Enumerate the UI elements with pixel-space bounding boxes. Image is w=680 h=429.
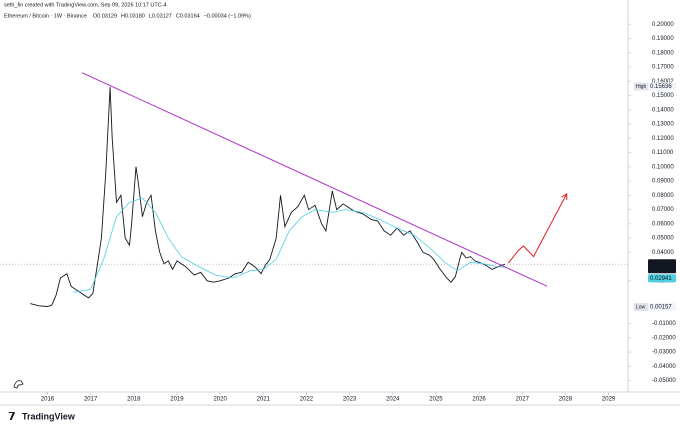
x-tick-label: 2019 (170, 397, 184, 403)
low-tag-box (634, 303, 648, 312)
trendline (81, 72, 548, 287)
ma-value: 0.02941 (650, 276, 672, 282)
ma-box (648, 274, 676, 283)
y-tick-label: 0.11000 (652, 150, 674, 156)
symbol: Ethereum / Bitcoin · 1W · Binance (4, 13, 87, 19)
y-tick-label: 0.20000 (652, 22, 674, 28)
ohlc-value: L0.03127 (149, 13, 172, 19)
y-tick-label: 0.05000 (652, 236, 674, 242)
projection-arrow (508, 193, 568, 264)
y-tick-label: 0.13000 (652, 122, 674, 128)
high-tag: High (636, 84, 647, 90)
y-tick-label: 0.06000 (652, 221, 674, 227)
low-value: 0.00157 (650, 305, 672, 311)
y-tick-label: 0.17000 (652, 65, 674, 71)
high-value: 0.15636 (650, 84, 672, 90)
x-tick-label: 2020 (213, 397, 227, 403)
y-tick-label: 0.04000 (652, 250, 674, 256)
x-tick-label: 2024 (386, 397, 400, 403)
y-tick-label: 0.08000 (652, 193, 674, 199)
ohlc-value: C0.03164 (176, 13, 200, 19)
y-tick-label: 0.10000 (652, 164, 674, 170)
countdown: 4d 10h (650, 267, 666, 273)
x-tick-label: 2016 (41, 397, 55, 403)
ohlc-value: −0.00034 (−1.09%) (204, 13, 251, 19)
y-tick-label: 0.15000 (652, 93, 674, 99)
x-tick-label: 2028 (559, 397, 573, 403)
low-value-box (648, 303, 676, 312)
high-tag-box (634, 82, 648, 91)
ohlc-value: O0.03129 (93, 13, 117, 19)
y-tick-label: -0.05000 (652, 378, 676, 384)
x-tick-label: 2023 (343, 397, 357, 403)
y-tick-label: -0.01000 (652, 321, 676, 327)
ohlc-value: H0.03180 (121, 13, 145, 19)
footer-brand: TradingView (22, 411, 76, 421)
x-tick-label: 2022 (300, 397, 314, 403)
credit: seth_fin created with TradingView.com, S… (4, 2, 167, 8)
x-tick-label: 2025 (429, 397, 443, 403)
y-tick-label: -0.03000 (652, 350, 676, 356)
high-value-box (648, 82, 676, 91)
x-tick-label: 2017 (84, 397, 98, 403)
y-tick-label: 0.18000 (652, 50, 674, 56)
y-tick-label: 0.19000 (652, 36, 674, 42)
y-tick-label: -0.02000 (652, 335, 676, 341)
x-tick-label: 2026 (472, 397, 486, 403)
x-tick-label: 2027 (516, 397, 530, 403)
arrow-head (561, 192, 568, 200)
y-tick-label: 0.16002 (652, 79, 674, 85)
y-tick-label: 0.12000 (652, 136, 674, 142)
x-tick-label: 2029 (602, 397, 616, 403)
y-tick-label: 0.07000 (652, 207, 674, 213)
footer-logo-mark: 𝟳 (8, 411, 16, 423)
x-tick-label: 2021 (257, 397, 271, 403)
current-box (648, 259, 676, 274)
y-tick-label: 0.09000 (652, 179, 674, 185)
x-tick-label: 2018 (127, 397, 141, 403)
y-tick-label: 0.14000 (652, 107, 674, 113)
current-price: 0.03164 (650, 261, 672, 267)
logo-icon (13, 380, 24, 389)
moving-average (73, 197, 506, 293)
y-tick-label: -0.04000 (652, 364, 676, 370)
low-tag: Low (636, 304, 646, 310)
